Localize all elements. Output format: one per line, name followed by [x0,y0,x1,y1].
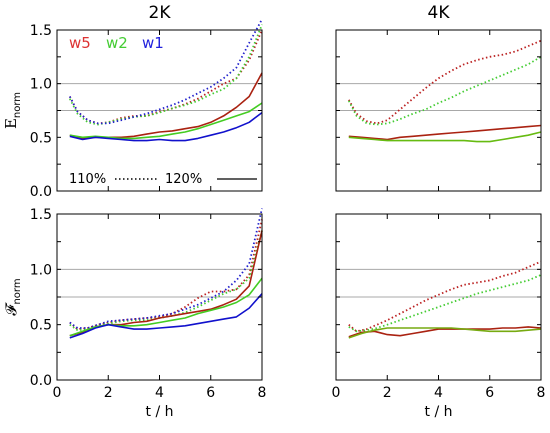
legend: w5 w2 w1 110% 120% [69,34,257,187]
series-line-w2-dotted [68,24,263,126]
series-line-w5-dotted [348,260,542,333]
column-title: 4K [428,3,451,23]
panel-E_2K: 0.0 0.5 1.0 1.5 2K Enorm w5 w2 w1 110% 120% [2,3,263,200]
x-tick-label: 8 [537,385,546,401]
series-line-w5-solid [348,326,542,338]
x-tick-label: 0 [332,385,341,401]
y-tick-label: 0.5 [30,130,52,146]
x-tick-label: 4 [434,385,443,401]
series-line-w5-solid [348,124,542,141]
series-line-w5-dotted [69,219,263,331]
y-axis-label: 𝓕norm [2,278,23,315]
series-line-w1-solid [69,293,263,339]
series-line-w2-solid [348,327,542,339]
x-tick-label: 6 [485,385,494,401]
column-title: 2K [149,3,172,23]
legend-series-label: w5 [69,34,91,52]
y-tick-label: 0.5 [30,318,52,334]
y-tick-label: 0.0 [30,184,52,200]
legend-series-label: w2 [106,34,128,52]
panel-F_2K: 0 2 4 6 8 0.0 0.5 1.0 1.5 t / h 𝓕norm [2,207,266,420]
x-tick-label: 2 [104,385,113,401]
y-tick-label: 0.0 [30,373,52,389]
y-tick-label: 1.5 [30,207,52,223]
x-axis-label: t / h [146,404,174,420]
series-line-w5-solid [69,230,263,337]
y-axis-label-subscript: norm [12,278,23,304]
x-tick-label: 8 [258,385,267,401]
x-tick-label: 2 [383,385,392,401]
series-line-w1-solid [69,111,263,142]
y-tick-label: 1.0 [30,262,52,278]
x-axis-label: t / h [425,404,453,420]
legend-style-label: 110% [69,172,106,187]
series-line-w2-solid [69,102,263,140]
series-line-w1-dotted [68,18,263,125]
series-line-w2-dotted [348,274,542,333]
legend-style-label: 120% [165,172,202,187]
series-line-w5-dotted [348,39,542,125]
legend-series-label: w1 [142,34,164,52]
x-tick-label: 4 [155,385,164,401]
y-axis-label-symbol: E [2,118,20,129]
y-axis-label: Enorm [2,92,23,129]
x-tick-label: 0 [53,385,62,401]
y-tick-label: 1.5 [30,23,52,39]
series-line-w2-solid [348,131,542,143]
y-axis-label-subscript: norm [12,92,23,118]
panel-F_4K: 0 2 4 6 8 t / h [332,213,546,420]
x-tick-label: 6 [206,385,215,401]
y-tick-label: 1.0 [30,77,52,93]
series-line-w2-dotted [347,56,542,126]
series-line-w2-dotted [69,230,263,332]
y-axis-label-symbol: 𝓕 [2,302,20,316]
panel-E_4K: 4K [335,3,542,192]
series-line-w1-dotted [69,208,263,329]
